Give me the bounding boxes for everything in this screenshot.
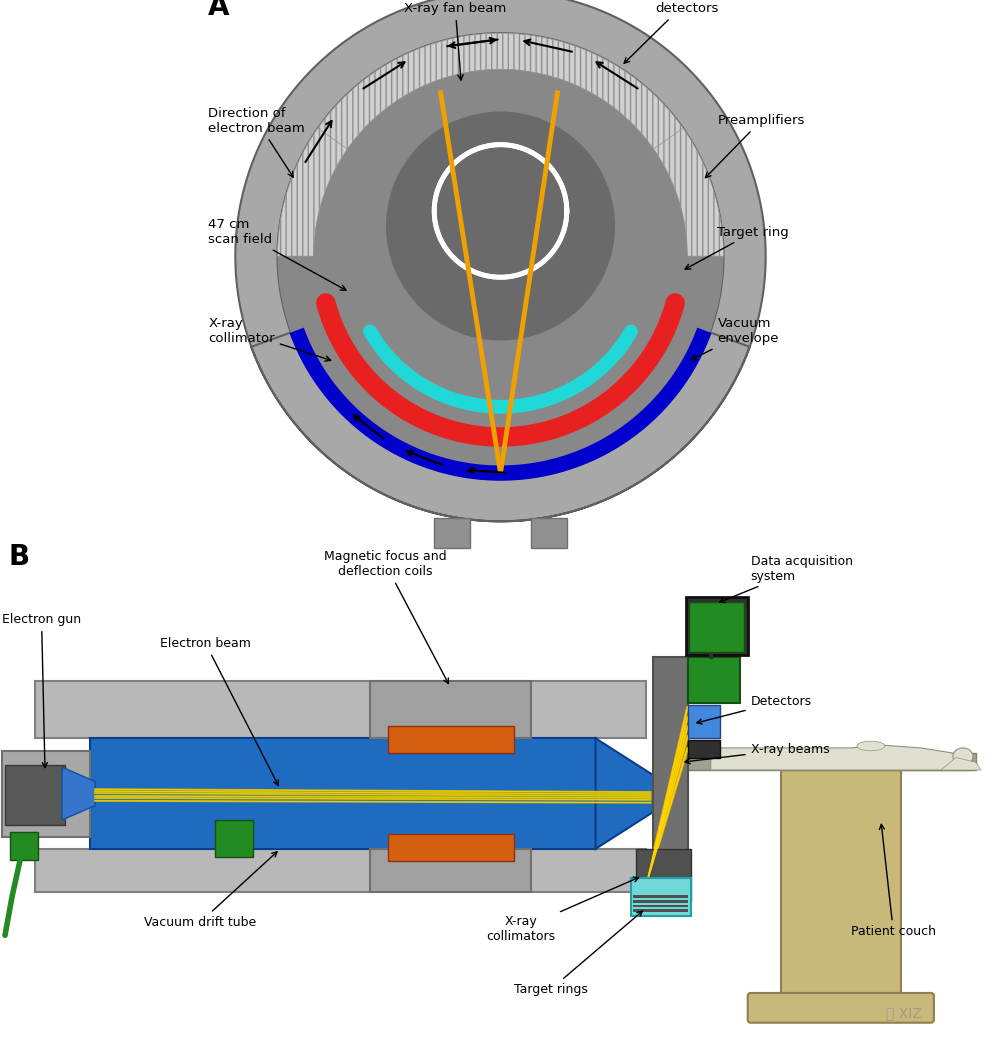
Polygon shape — [711, 745, 961, 770]
FancyBboxPatch shape — [370, 848, 531, 892]
Circle shape — [386, 111, 615, 340]
Text: 🐾 XIZ: 🐾 XIZ — [886, 1006, 922, 1020]
Circle shape — [277, 33, 724, 479]
Text: Detectors: Detectors — [697, 694, 812, 723]
Polygon shape — [941, 758, 981, 770]
Text: Patient couch: Patient couch — [851, 824, 936, 938]
FancyBboxPatch shape — [2, 751, 90, 837]
FancyBboxPatch shape — [689, 602, 744, 652]
FancyBboxPatch shape — [633, 895, 688, 897]
Text: X-ray
collimators: X-ray collimators — [485, 878, 639, 943]
Text: Electron gun: Electron gun — [2, 613, 81, 767]
Polygon shape — [291, 33, 710, 193]
Ellipse shape — [953, 747, 973, 765]
FancyBboxPatch shape — [10, 832, 38, 860]
Text: Direction of
electron beam: Direction of electron beam — [208, 106, 305, 177]
FancyBboxPatch shape — [90, 738, 596, 848]
Text: Vacuum drift tube: Vacuum drift tube — [144, 852, 277, 929]
FancyBboxPatch shape — [686, 598, 748, 655]
Text: X-ray
collimator: X-ray collimator — [208, 318, 330, 361]
Text: A: A — [208, 0, 229, 21]
FancyBboxPatch shape — [434, 518, 470, 549]
Text: Preamplifiers: Preamplifiers — [706, 115, 805, 178]
Polygon shape — [277, 128, 347, 256]
FancyBboxPatch shape — [35, 848, 646, 892]
FancyBboxPatch shape — [636, 848, 691, 902]
FancyBboxPatch shape — [388, 835, 514, 861]
FancyBboxPatch shape — [531, 518, 567, 549]
FancyBboxPatch shape — [388, 726, 514, 753]
Text: Data acquisition
system: Data acquisition system — [720, 555, 853, 603]
Text: Crystal photodiode
detectors: Crystal photodiode detectors — [624, 0, 751, 64]
FancyBboxPatch shape — [688, 740, 720, 758]
Polygon shape — [62, 767, 95, 820]
FancyBboxPatch shape — [748, 993, 934, 1022]
Text: Vacuum
envelope: Vacuum envelope — [692, 318, 779, 360]
Text: Electron beam: Electron beam — [160, 637, 278, 785]
FancyBboxPatch shape — [631, 878, 691, 916]
Polygon shape — [235, 0, 766, 522]
FancyBboxPatch shape — [215, 820, 253, 857]
Text: X-ray fan beam: X-ray fan beam — [404, 2, 507, 80]
Text: X-ray beams: X-ray beams — [685, 742, 830, 764]
Text: Target rings: Target rings — [514, 911, 643, 996]
FancyBboxPatch shape — [633, 905, 688, 908]
FancyBboxPatch shape — [688, 657, 740, 703]
FancyBboxPatch shape — [633, 899, 688, 903]
Polygon shape — [654, 128, 724, 256]
Polygon shape — [596, 738, 656, 848]
FancyBboxPatch shape — [686, 753, 976, 770]
Text: 47 cm
scan field: 47 cm scan field — [208, 218, 346, 290]
FancyBboxPatch shape — [653, 657, 688, 902]
FancyBboxPatch shape — [688, 705, 720, 738]
FancyBboxPatch shape — [370, 681, 531, 738]
Text: Magnetic focus and
deflection coils: Magnetic focus and deflection coils — [324, 550, 448, 684]
Text: B: B — [8, 543, 29, 572]
Text: Target ring: Target ring — [685, 226, 789, 270]
FancyBboxPatch shape — [5, 765, 65, 824]
Ellipse shape — [857, 741, 885, 751]
FancyBboxPatch shape — [633, 910, 688, 912]
FancyBboxPatch shape — [781, 753, 971, 770]
FancyBboxPatch shape — [35, 681, 646, 738]
FancyBboxPatch shape — [781, 769, 901, 1008]
